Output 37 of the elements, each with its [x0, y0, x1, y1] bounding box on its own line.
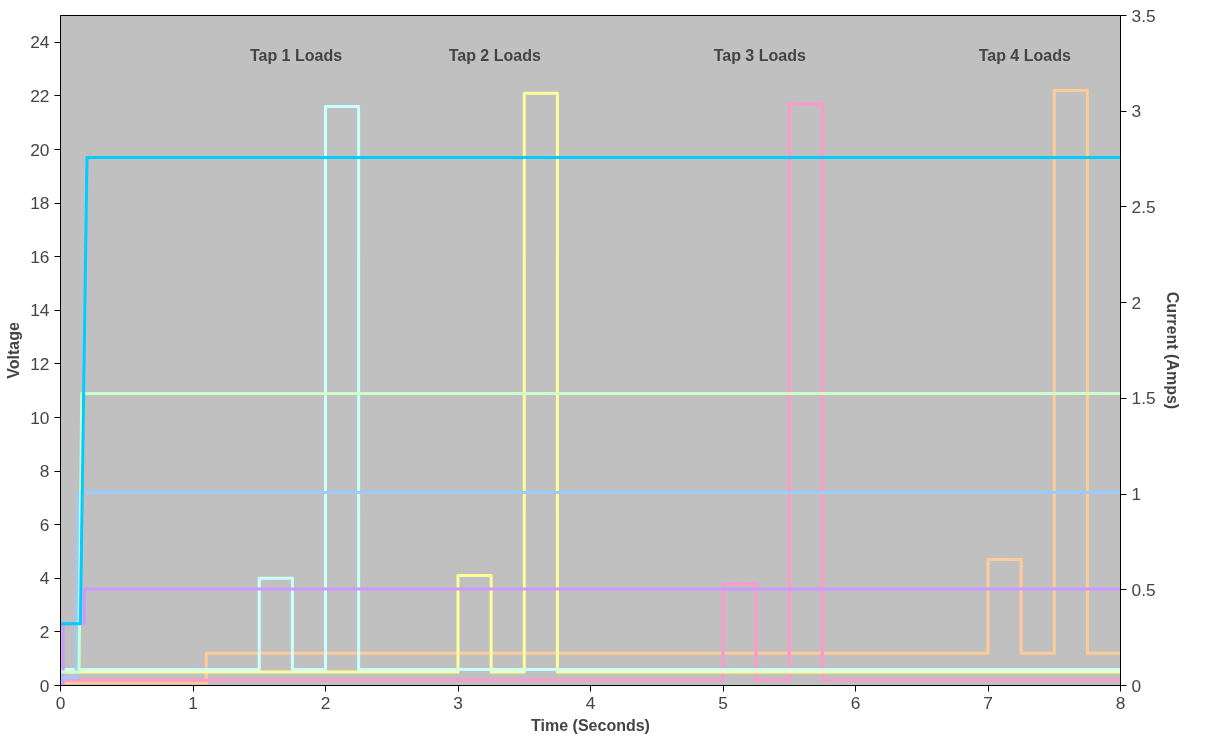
- x-tick-label: 6: [850, 692, 861, 713]
- x-tick-label: 8: [1115, 692, 1126, 713]
- x-tick-label: 0: [55, 692, 66, 713]
- annotation: Tap 4 Loads: [978, 47, 1071, 64]
- annotation: Tap 1 Loads: [249, 47, 343, 64]
- y-tick-label: 6: [39, 514, 50, 535]
- y-tick-label: 24: [30, 32, 50, 53]
- y-tick-label: 10: [30, 407, 50, 428]
- x-tick-label: 5: [718, 692, 728, 713]
- y-tick-label: 0: [39, 675, 50, 696]
- x-axis-title: Time (Seconds): [531, 716, 650, 734]
- y-tick-label: 14: [30, 300, 50, 321]
- x-tick-label: 4: [585, 692, 596, 713]
- y2-tick-label: 1: [1131, 484, 1142, 505]
- y-axis-title: Voltage: [5, 322, 23, 379]
- y2-tick-label: 0.5: [1131, 579, 1156, 600]
- y2-tick-label: 3.5: [1131, 5, 1156, 26]
- x-tick-label: 3: [453, 692, 463, 713]
- annotation: Tap 3 Loads: [713, 47, 806, 64]
- y2-tick-label: 2.5: [1131, 196, 1156, 217]
- y-tick-label: 4: [39, 568, 50, 589]
- y-tick-label: 18: [30, 193, 50, 214]
- y-tick-label: 2: [39, 621, 50, 642]
- y2-tick-label: 2: [1131, 292, 1142, 313]
- y2-tick-label: 3: [1131, 101, 1142, 122]
- y-tick-label: 20: [30, 139, 50, 160]
- y-tick-label: 22: [30, 85, 50, 106]
- y2-tick-label: 0: [1131, 675, 1142, 696]
- x-tick-label: 1: [188, 692, 198, 713]
- y-tick-label: 12: [30, 353, 50, 374]
- y-tick-label: 8: [39, 461, 50, 482]
- x-tick-label: 7: [983, 692, 993, 713]
- x-tick-label: 2: [320, 692, 331, 713]
- annotation: Tap 2 Loads: [448, 47, 541, 64]
- y2-tick-label: 1.5: [1131, 388, 1156, 409]
- y-tick-label: 16: [30, 246, 50, 267]
- y2-axis-title: Current (Amps): [1163, 291, 1181, 410]
